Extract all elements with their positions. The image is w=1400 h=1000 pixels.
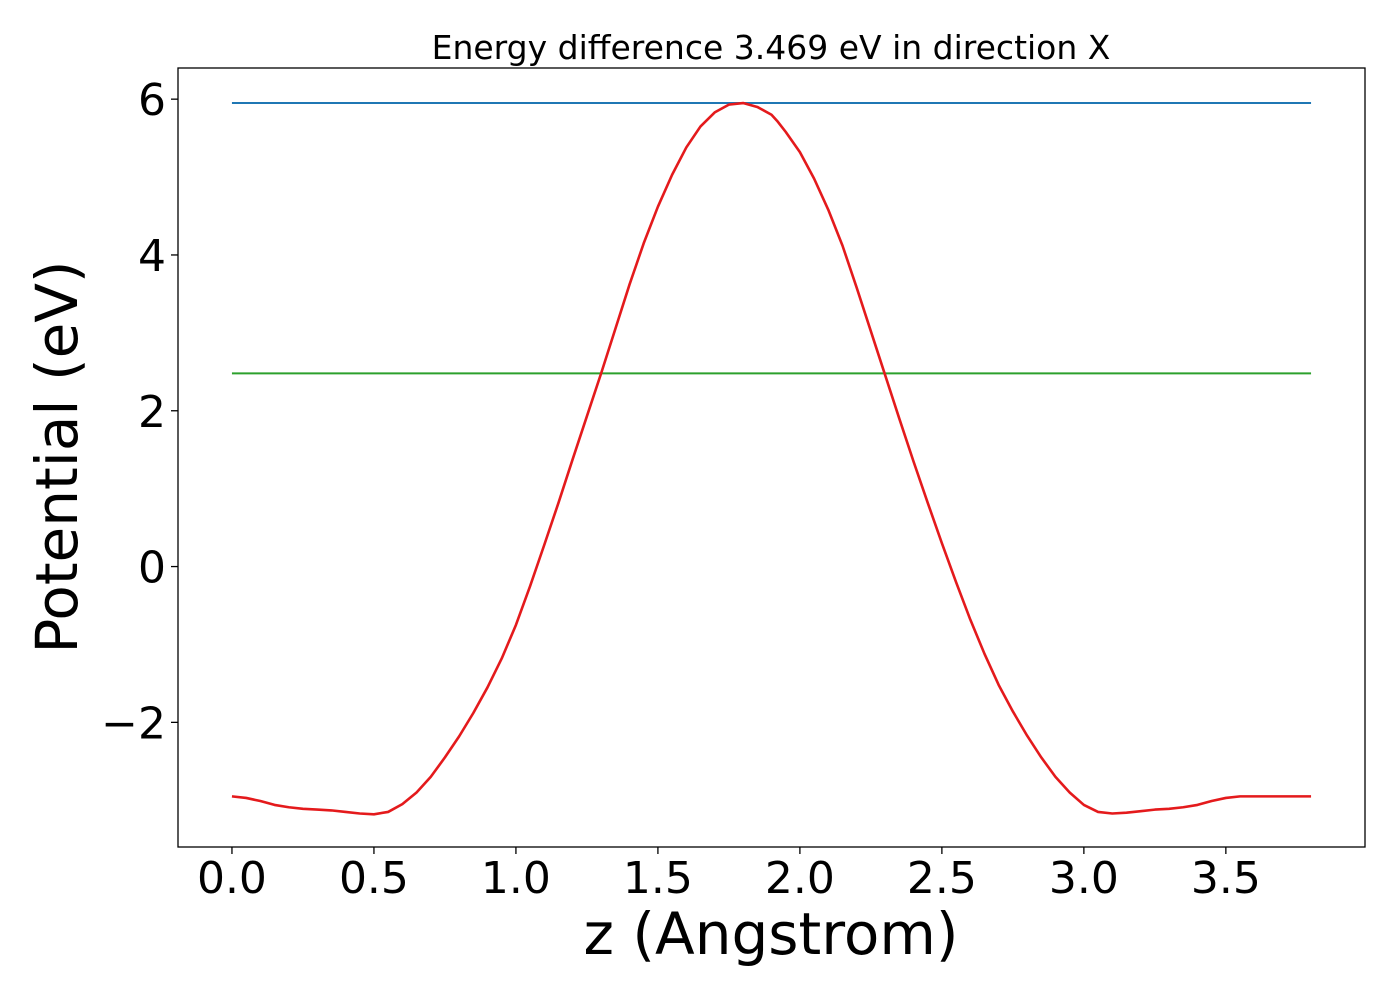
x-tick-label: 3.5	[1191, 853, 1261, 904]
y-tick-label: 6	[138, 75, 166, 126]
y-tick-label: −2	[101, 698, 166, 749]
plot-frame	[177, 67, 1366, 848]
x-tick-label: 2.5	[907, 853, 977, 904]
y-tick-label: 4	[138, 231, 166, 282]
x-tick-label: 1.5	[623, 853, 693, 904]
chart-title: Energy difference 3.469 eV in direction …	[432, 28, 1111, 67]
x-axis-ticks: 0.0 0.5 1.0 1.5 2.0 2.5 3.0 3.5	[197, 847, 1261, 904]
x-tick-label: 1.0	[481, 853, 551, 904]
y-tick-label: 2	[138, 387, 166, 438]
series-line-3	[231, 101, 1312, 816]
y-axis-label: Potential (eV)	[23, 260, 91, 653]
x-tick-label: 3.0	[1049, 853, 1119, 904]
x-tick-label: 0.5	[339, 853, 409, 904]
x-tick-label: 0.0	[197, 853, 267, 904]
y-axis-ticks: −2 0 2 4 6	[101, 75, 178, 749]
x-axis-label: z (Angstrom)	[584, 900, 959, 968]
x-tick-label: 2.0	[765, 853, 835, 904]
y-tick-label: 0	[138, 543, 166, 594]
series-layer	[231, 101, 1312, 816]
